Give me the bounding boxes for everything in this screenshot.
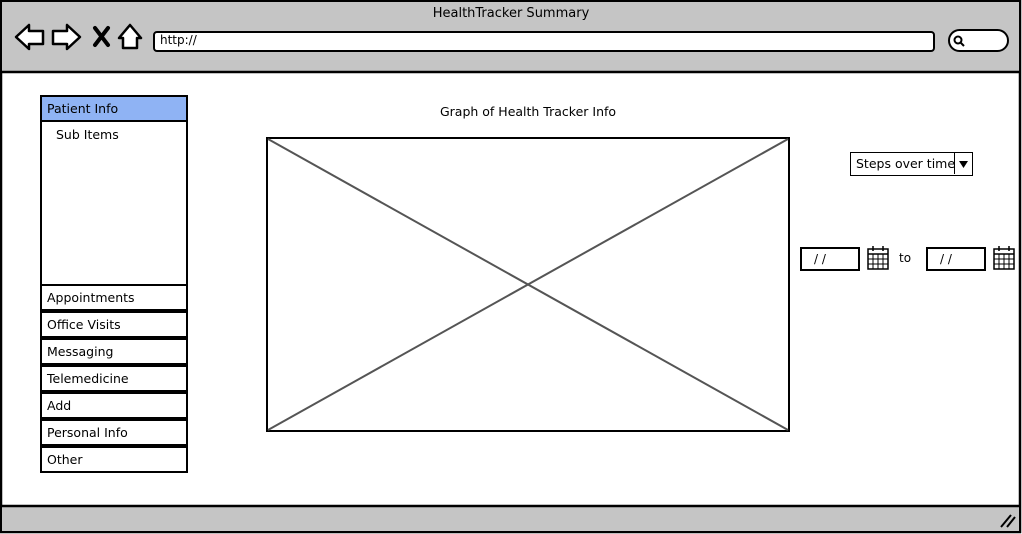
sidebar-item-other[interactable]: Other [40, 446, 188, 473]
resize-grip-icon[interactable] [1000, 514, 1016, 528]
status-bar [2, 506, 1019, 531]
back-icon[interactable] [14, 23, 45, 51]
window-title: HealthTracker Summary [432, 6, 590, 21]
address-bar[interactable] [153, 31, 935, 52]
sidebar-subitems-panel: Sub Items [40, 122, 188, 284]
sidebar-item-telemedicine[interactable]: Telemedicine [40, 365, 188, 392]
sidebar-item-label: Office Visits [47, 317, 121, 332]
sidebar-subitem[interactable]: Sub Items [56, 127, 119, 142]
dropdown-button[interactable] [954, 153, 972, 174]
caret-down-icon [959, 161, 968, 168]
sidebar-item-label: Personal Info [47, 425, 128, 440]
sidebar-item-personal-info[interactable]: Personal Info [40, 419, 188, 446]
sidebar-item-messaging[interactable]: Messaging [40, 338, 188, 365]
date-range-separator: to [899, 251, 912, 265]
graph-heading: Graph of Health Tracker Info [439, 104, 617, 119]
calendar-icon[interactable] [993, 246, 1015, 270]
sidebar-item-label: Appointments [47, 290, 135, 305]
sidebar-item-label: Telemedicine [47, 371, 129, 386]
sidebar-accordion: Patient Info Sub Items Appointments Offi… [40, 95, 188, 473]
sidebar-item-office-visits[interactable]: Office Visits [40, 311, 188, 338]
start-date-field[interactable]: / / [800, 247, 860, 271]
sidebar-item-label: Other [47, 452, 83, 467]
sidebar-item-appointments[interactable]: Appointments [40, 284, 188, 311]
url-text[interactable]: http:// [160, 33, 197, 47]
graph-placeholder [266, 137, 790, 432]
metric-select-value: Steps over time [856, 156, 956, 171]
forward-icon[interactable] [51, 23, 82, 51]
sidebar-item-add[interactable]: Add [40, 392, 188, 419]
calendar-icon[interactable] [867, 246, 889, 270]
sidebar-item-label: Patient Info [47, 101, 119, 116]
home-icon[interactable] [117, 23, 143, 50]
search-icon [953, 35, 963, 45]
sidebar-item-label: Messaging [47, 344, 114, 359]
sidebar-item-label: Add [47, 398, 72, 413]
search-field[interactable] [948, 29, 1009, 52]
end-date-field[interactable]: / / [926, 247, 986, 271]
sidebar-item-patient-info[interactable]: Patient Info [40, 95, 188, 122]
metric-select[interactable]: Steps over time [850, 152, 973, 176]
close-icon[interactable] [93, 26, 110, 47]
